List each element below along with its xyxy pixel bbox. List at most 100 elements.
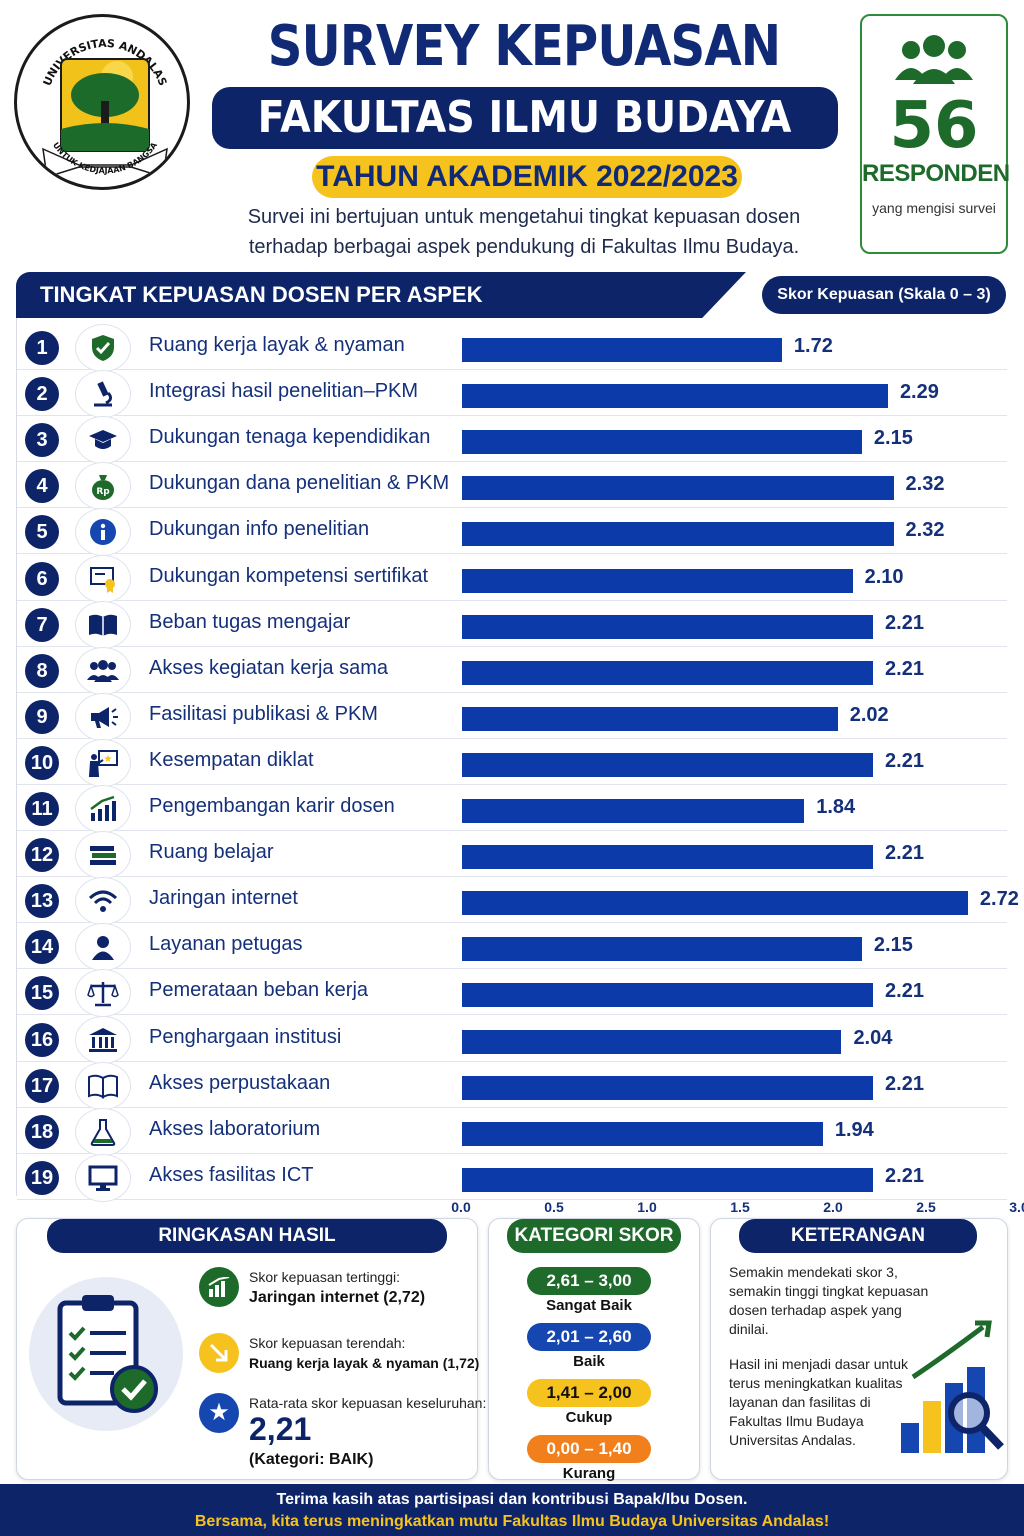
megaphone-icon bbox=[75, 692, 131, 741]
bar bbox=[462, 1029, 842, 1054]
lowest-label: Skor kepuasan terendah: bbox=[249, 1335, 406, 1351]
row-number: 2 bbox=[25, 377, 59, 412]
value-label: 2.21 bbox=[885, 1164, 924, 1187]
academic-year-badge: TAHUN AKADEMIK 2022/2023 bbox=[312, 156, 742, 198]
chart-row: 16 Penghargaan institusi 2.04 bbox=[17, 1015, 1007, 1064]
row-number: 11 bbox=[25, 792, 59, 826]
highest-label: Skor kepuasan tertinggi: bbox=[249, 1269, 400, 1285]
certificate-icon bbox=[75, 554, 131, 603]
notes-title: KETERANGAN bbox=[739, 1219, 977, 1253]
graduation-cap-icon bbox=[75, 416, 131, 465]
category-name: Cukup bbox=[565, 1409, 613, 1426]
chart-row: 18 Akses laboratorium 1.94 bbox=[17, 1107, 1007, 1156]
footer: Terima kasih atas partisipasi dan kontri… bbox=[0, 1484, 1024, 1536]
category-label: Ruang belajar bbox=[149, 841, 274, 864]
value-label: 2.72 bbox=[979, 888, 1019, 911]
category-range: 2,01 – 2,60 bbox=[527, 1323, 651, 1351]
category-name: Sangat Baik bbox=[546, 1297, 632, 1314]
section-header: TINGKAT KEPUASAN DOSEN PER ASPEK bbox=[16, 272, 746, 318]
star-icon: ★ bbox=[199, 1393, 239, 1433]
chart-row: 14 Layanan petugas 2.15 bbox=[17, 923, 1007, 972]
value-label: 2.10 bbox=[864, 565, 904, 588]
chart-row: 17 Akses perpustakaan 2.21 bbox=[17, 1061, 1007, 1110]
category-label: Akses laboratorium bbox=[149, 1117, 321, 1140]
chart-row: 2 Integrasi hasil penelitian–PKM 2.29 bbox=[17, 370, 1007, 419]
university-logo: UNIVERSITAS ANDALAS UNTUK KEDJAJAAN BANG… bbox=[14, 14, 190, 190]
x-tick-label: 1.5 bbox=[730, 1199, 750, 1215]
category-panel: KATEGORI SKOR 2,61 – 3,00 Sangat Baik 2,01… bbox=[488, 1218, 700, 1482]
value-label: 2.21 bbox=[885, 980, 924, 1003]
row-number: 19 bbox=[25, 1160, 59, 1195]
book-stack-icon bbox=[75, 831, 131, 880]
value-label: 1.84 bbox=[816, 796, 856, 818]
summary-panel: RINGKASAN HASIL Skor kepuasan tertinggi:… bbox=[16, 1218, 486, 1480]
category-label: Beban tugas mengajar bbox=[149, 610, 351, 633]
category-label: Pengembangan karir dosen bbox=[149, 795, 395, 817]
category-label: Penghargaan institusi bbox=[149, 1025, 342, 1048]
bar bbox=[462, 1121, 823, 1146]
chart-row: 15 Pemerataan beban kerja 2.21 bbox=[17, 969, 1007, 1018]
category-range: 0,00 – 1,40 bbox=[527, 1435, 651, 1463]
growth-icon bbox=[199, 1267, 239, 1307]
row-number: 5 bbox=[25, 515, 59, 550]
category-label: Dukungan kompetensi sertifikat bbox=[149, 564, 429, 587]
description-line-1: Survei ini bertujuan untuk mengetahui ti… bbox=[247, 206, 801, 228]
bar bbox=[462, 891, 968, 916]
bar bbox=[462, 568, 853, 593]
category-label: Ruang kerja layak & nyaman bbox=[149, 334, 405, 356]
scale-label: Skor Kepuasan (Skala 0 – 3) bbox=[762, 276, 1006, 314]
bar bbox=[462, 476, 894, 501]
category-label: Fasilitasi publikasi & PKM bbox=[149, 702, 378, 725]
row-number: 9 bbox=[25, 699, 59, 734]
value-label: 2.29 bbox=[899, 381, 939, 404]
scale-icon bbox=[75, 969, 131, 1018]
group-icon bbox=[75, 646, 131, 695]
bar bbox=[462, 937, 862, 962]
bar bbox=[462, 430, 862, 455]
row-number: 13 bbox=[25, 884, 59, 919]
institution-icon bbox=[75, 1015, 131, 1064]
bar bbox=[462, 338, 782, 362]
chart-row: 7 Beban tugas mengajar 2.21 bbox=[17, 600, 1007, 649]
row-number: 18 bbox=[25, 1114, 59, 1149]
microscope-icon bbox=[75, 370, 131, 419]
x-tick-label: 2.5 bbox=[916, 1199, 936, 1215]
value-label: 2.21 bbox=[885, 1072, 924, 1095]
row-number: 1 bbox=[25, 331, 59, 365]
category-label: Akses perpustakaan bbox=[149, 1071, 331, 1094]
category-label: Akses fasilitas ICT bbox=[149, 1163, 314, 1186]
category-label: Dukungan tenaga kependidikan bbox=[149, 426, 431, 449]
trend-down-icon bbox=[199, 1333, 239, 1373]
bar bbox=[462, 1167, 874, 1192]
x-tick-label: 2.0 bbox=[823, 1199, 843, 1215]
bar bbox=[462, 799, 805, 823]
chart-row: 4 Rp Dukungan dana penelitian & PKM 2.32 bbox=[17, 462, 1007, 511]
clipboard-check-icon bbox=[29, 1277, 183, 1431]
money-bag-icon: Rp bbox=[75, 462, 131, 511]
lowest-value: Ruang kerja layak & nyaman (1,72) bbox=[249, 1355, 480, 1371]
category-label: Akses kegiatan kerja sama bbox=[149, 656, 389, 679]
value-label: 2.21 bbox=[885, 842, 924, 865]
respondent-count: 56 bbox=[889, 89, 979, 163]
respondent-card: 56 RESPONDEN yang mengisi survei bbox=[860, 14, 1010, 254]
category-range: 2,61 – 3,00 bbox=[527, 1267, 651, 1295]
row-number: 14 bbox=[25, 930, 59, 965]
chart-row: 6 Dukungan kompetensi sertifikat 2.10 bbox=[17, 554, 1007, 603]
category-label: Integrasi hasil penelitian–PKM bbox=[149, 380, 419, 403]
category-label: Kesempatan diklat bbox=[149, 748, 314, 771]
summary-title: RINGKASAN HASIL bbox=[47, 1219, 447, 1253]
row-number: 4 bbox=[25, 469, 59, 504]
x-tick-label: 0.5 bbox=[544, 1199, 564, 1215]
value-label: 2.32 bbox=[905, 473, 945, 496]
chart-row: 10 ★ Kesempatan diklat 2.21 bbox=[17, 738, 1007, 787]
highest-value: Jaringan internet (2,72) bbox=[249, 1289, 426, 1306]
category-label: Layanan petugas bbox=[149, 933, 303, 956]
bar bbox=[462, 614, 874, 639]
survey-description: Survei ini bertujuan untuk mengetahui ti… bbox=[214, 202, 834, 262]
lowest-score: Skor kepuasan terendah: Ruang kerja laya… bbox=[249, 1335, 539, 1371]
wifi-icon bbox=[75, 877, 131, 926]
chart-row: 9 Fasilitasi publikasi & PKM 2.02 bbox=[17, 692, 1007, 741]
value-label: 2.32 bbox=[905, 519, 945, 542]
footer-thanks: Terima kasih atas partisipasi dan kontri… bbox=[276, 1491, 748, 1508]
bar bbox=[462, 384, 888, 409]
